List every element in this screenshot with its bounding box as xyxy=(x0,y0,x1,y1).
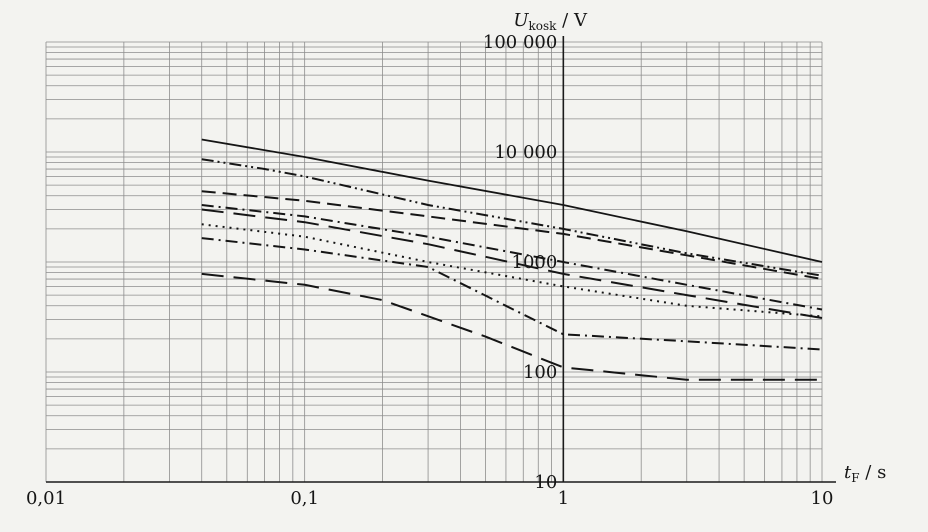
x-tick-label: 0,1 xyxy=(290,488,319,509)
y-tick-label: 100 000 xyxy=(483,32,557,53)
y-axis-title-sub: kosk xyxy=(529,19,558,33)
x-axis-title-sub: F xyxy=(851,471,859,485)
series-line-3 xyxy=(201,190,823,280)
series-line-2 xyxy=(201,158,823,277)
series-group xyxy=(201,138,823,381)
y-tick-label: 10 xyxy=(534,472,557,493)
series-line-4 xyxy=(201,204,823,311)
y-axis-title: Ukosk / V xyxy=(513,10,588,33)
y-tick-label: 10 000 xyxy=(494,142,557,163)
x-axis-title-unit: / s xyxy=(860,462,887,483)
x-axis-title: tF / s xyxy=(844,462,886,485)
y-tick-label: 100 xyxy=(523,362,557,383)
x-tick-label: 10 xyxy=(811,488,834,509)
series-line-1 xyxy=(201,138,823,263)
x-axis-title-base: t xyxy=(844,462,852,483)
x-tick-label: 0,01 xyxy=(26,488,66,509)
x-tick-label: 1 xyxy=(558,488,569,509)
series-line-7 xyxy=(201,237,823,351)
y-tick-label: 1000 xyxy=(512,252,558,273)
y-axis-title-base: U xyxy=(513,10,529,31)
axes xyxy=(46,36,836,483)
y-axis-title-unit: / V xyxy=(556,10,588,31)
series-line-5 xyxy=(201,208,823,319)
series-line-8 xyxy=(201,272,822,381)
grid xyxy=(45,41,823,483)
